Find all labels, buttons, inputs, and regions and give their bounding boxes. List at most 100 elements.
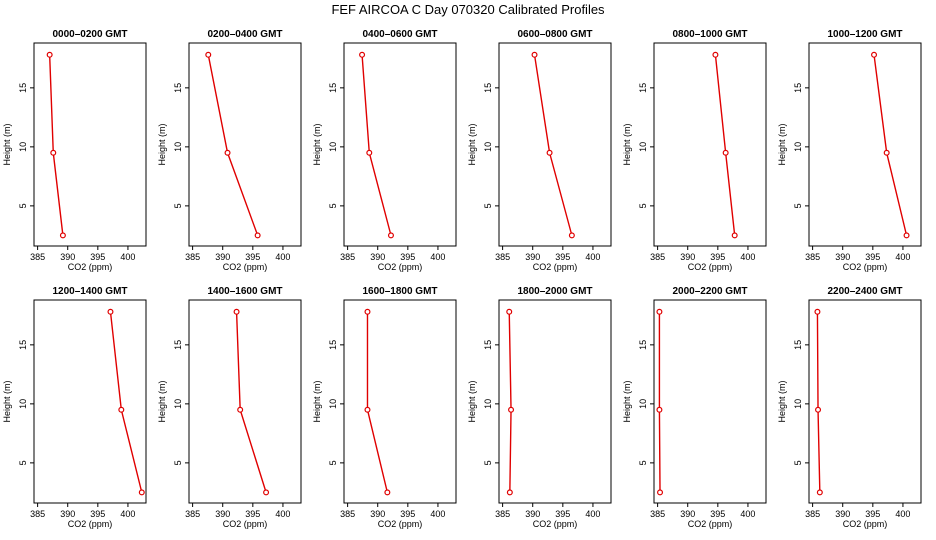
x-tick-label: 400 [275, 252, 290, 262]
data-point [657, 489, 664, 496]
y-tick-label: 15 [638, 340, 648, 350]
panel-7: 1200–1400 GMT 385 390 395 400 CO2 (ppm) 5 10 15 H… [2, 286, 147, 529]
x-axis-label: CO2 (ppm) [533, 262, 578, 272]
y-tick-label: 15 [638, 83, 648, 93]
y-tick-label: 10 [638, 399, 648, 409]
data-point [883, 149, 890, 156]
x-tick-label: 385 [650, 252, 665, 262]
y-axis-label: Height (m) [777, 123, 787, 165]
y-tick-label: 10 [483, 399, 493, 409]
x-tick-label: 400 [585, 252, 600, 262]
x-tick-label: 395 [90, 509, 105, 519]
panel-11: 2000–2200 GMT 385 390 395 400 CO2 (ppm) 5 10 15 H… [622, 286, 767, 529]
data-point [815, 406, 822, 413]
x-tick-label: 385 [495, 509, 510, 519]
y-tick-label: 5 [638, 460, 648, 465]
data-point [384, 489, 391, 496]
y-tick-label: 10 [173, 399, 183, 409]
y-tick-label: 15 [328, 83, 338, 93]
y-tick-label: 5 [793, 203, 803, 208]
y-axis-label: Height (m) [467, 380, 477, 422]
x-tick-label: 390 [680, 252, 695, 262]
y-tick-label: 5 [18, 460, 28, 465]
y-tick-label: 5 [638, 203, 648, 208]
data-point [364, 406, 371, 413]
y-tick-label: 10 [173, 142, 183, 152]
data-point [656, 308, 663, 315]
x-tick-label: 395 [245, 509, 260, 519]
y-tick-label: 15 [328, 340, 338, 350]
x-tick-label: 400 [430, 509, 445, 519]
x-axis-label: CO2 (ppm) [223, 262, 268, 272]
x-tick-label: 395 [710, 509, 725, 519]
data-point [656, 406, 663, 413]
x-axis-label: CO2 (ppm) [378, 262, 423, 272]
x-tick-label: 395 [710, 252, 725, 262]
panel-1: 0000–0200 GMT 385 390 395 400 CO2 (ppm) 5 10 15 H… [2, 29, 147, 272]
data-point [531, 51, 538, 58]
y-tick-label: 15 [173, 83, 183, 93]
x-tick-label: 395 [90, 252, 105, 262]
x-tick-label: 385 [30, 252, 45, 262]
y-tick-label: 15 [18, 340, 28, 350]
y-axis-label: Height (m) [2, 123, 12, 165]
x-tick-label: 400 [895, 509, 910, 519]
data-point [224, 149, 231, 156]
data-point [359, 51, 366, 58]
x-tick-label: 385 [30, 509, 45, 519]
y-axis-label: Height (m) [467, 123, 477, 165]
y-tick-label: 10 [483, 142, 493, 152]
x-tick-label: 400 [120, 509, 135, 519]
x-tick-label: 385 [340, 252, 355, 262]
y-tick-label: 10 [793, 399, 803, 409]
y-tick-label: 15 [483, 340, 493, 350]
data-point [46, 51, 53, 58]
x-tick-label: 390 [215, 509, 230, 519]
y-axis-label: Height (m) [777, 380, 787, 422]
y-tick-label: 5 [328, 203, 338, 208]
plot-frame [653, 42, 767, 247]
y-tick-label: 10 [638, 142, 648, 152]
x-tick-label: 400 [740, 509, 755, 519]
x-tick-label: 390 [835, 509, 850, 519]
panel-title: 0800–1000 GMT [672, 29, 747, 40]
y-axis-label: Height (m) [312, 123, 322, 165]
plot-frame [188, 299, 302, 504]
y-tick-label: 5 [173, 460, 183, 465]
y-axis-label: Height (m) [157, 123, 167, 165]
panel-title: 0000–0200 GMT [52, 29, 127, 40]
x-tick-label: 390 [215, 252, 230, 262]
plot-frame [498, 42, 612, 247]
plot-frame [343, 299, 457, 504]
x-tick-label: 385 [185, 252, 200, 262]
data-point [254, 232, 261, 239]
data-point [237, 406, 244, 413]
data-point [205, 51, 212, 58]
panel-9: 1600–1800 GMT 385 390 395 400 CO2 (ppm) 5 10 15 H… [312, 286, 457, 529]
y-tick-label: 5 [328, 460, 338, 465]
plot-frame [188, 42, 302, 247]
x-tick-label: 385 [805, 509, 820, 519]
x-tick-label: 395 [555, 252, 570, 262]
x-axis-label: CO2 (ppm) [533, 519, 578, 529]
x-tick-label: 390 [680, 509, 695, 519]
y-tick-label: 5 [793, 460, 803, 465]
profile-line [658, 311, 661, 493]
y-axis-label: Height (m) [157, 380, 167, 422]
panel-title: 1400–1600 GMT [207, 286, 282, 297]
x-axis-label: CO2 (ppm) [378, 519, 423, 529]
x-tick-label: 390 [60, 509, 75, 519]
x-tick-label: 395 [865, 509, 880, 519]
panel-title: 1000–1200 GMT [827, 29, 902, 40]
panel-12: 2200–2400 GMT 385 390 395 400 CO2 (ppm) 5 10 15 H… [777, 286, 922, 529]
panel-5: 0800–1000 GMT 385 390 395 400 CO2 (ppm) 5 10 15 H… [622, 29, 767, 272]
panels-grid: 0000–0200 GMT 385 390 395 400 CO2 (ppm) 5 10 15 H… [2, 29, 922, 529]
data-point [364, 308, 371, 315]
panel-3: 0400–0600 GMT 385 390 395 400 CO2 (ppm) 5 10 15 H… [312, 29, 457, 272]
y-axis-label: Height (m) [622, 380, 632, 422]
y-tick-label: 15 [483, 83, 493, 93]
data-point [50, 149, 57, 156]
x-tick-label: 395 [400, 252, 415, 262]
y-tick-label: 5 [483, 203, 493, 208]
